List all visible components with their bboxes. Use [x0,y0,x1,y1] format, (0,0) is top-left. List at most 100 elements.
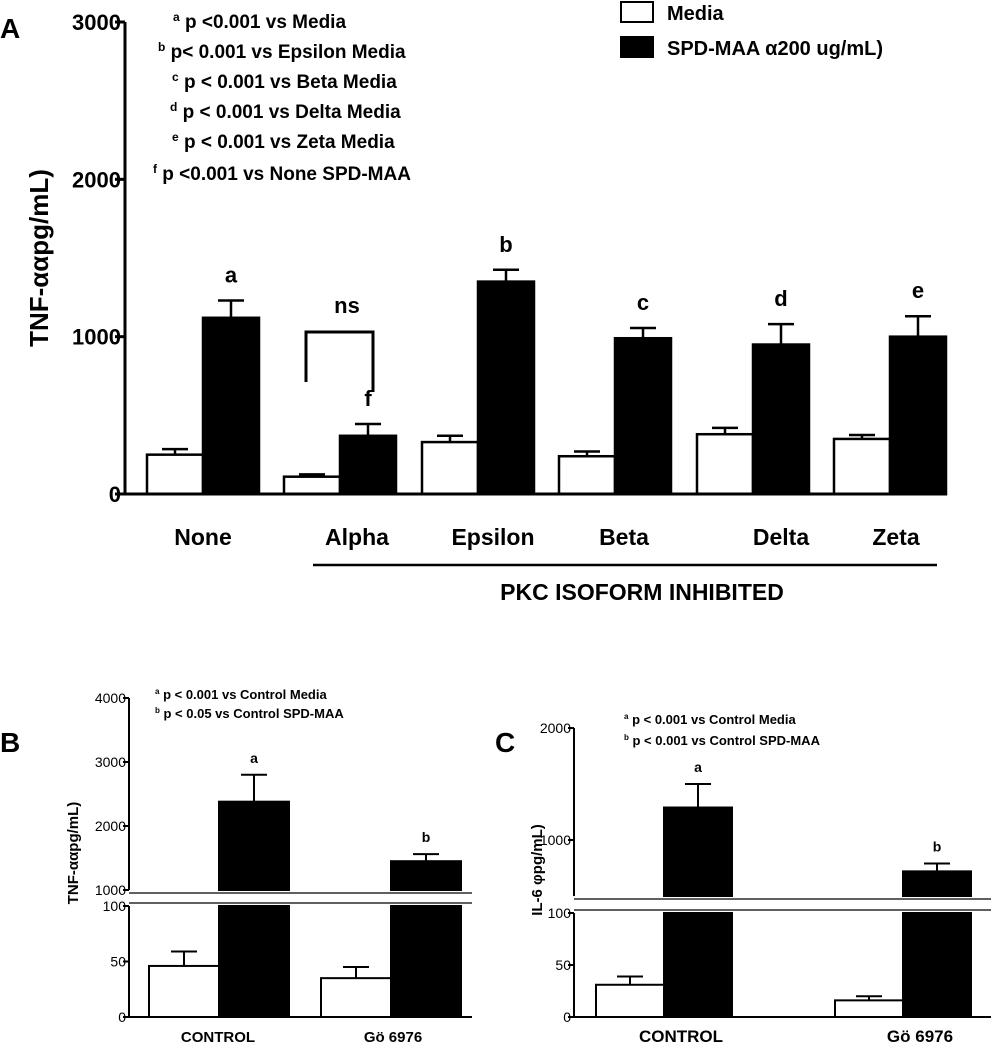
panel-b-letter: B [0,727,20,758]
bar-significance-label: b [422,829,431,845]
bar-spd-maa-alpha [338,434,398,496]
panel-c-axes: CONTROL Gö 6976 0 50 100 1000 2000 [540,720,991,1046]
panel-a-footnote-f: f p <0.001 vs None SPD-MAA [153,162,411,185]
x-tick-label-control: CONTROL [639,1027,723,1046]
panel-c-y-axis-label: IL-6 φpg/mL) [529,824,546,916]
footnote-text: p < 0.001 vs Zeta Media [179,132,395,153]
footnote-sup: b [155,706,160,715]
footnote-text: p < 0.001 vs Control Media [159,687,327,702]
panel-a-footnote-a: a p <0.001 vs Media [173,10,346,33]
bar-significance-label: a [225,262,238,287]
y-tick-label-1000: 1000 [540,832,571,848]
panel-a-axes: None Alpha Epsilon Beta Delta Zeta 0 1000 2000 30… [72,10,947,550]
y-tick-label-50: 50 [110,954,126,970]
panel-a-footnotes: a p <0.001 vs Media b p< 0.001 vs Epsilo… [153,10,411,185]
bar-significance-label: b [499,232,512,257]
panel-b: B TNF-ααpg/mL) a p < 0.001 vs Control Me… [0,687,472,1046]
pkc-group-label: PKC ISOFORM INHIBITED [500,579,784,605]
bar-media-none [145,453,205,496]
panel-c-letter: C [495,727,515,758]
y-tick-label-1000: 1000 [72,325,121,350]
bar-media-delta [695,432,755,496]
x-tick-label-go6976: Gö 6976 [887,1027,953,1046]
panel-c-footnote-b: b p < 0.001 vs Control SPD-MAA [624,733,821,748]
bar-significance-label: f [364,386,372,411]
bar-media-beta [557,454,617,496]
bar-media-control [148,964,220,1019]
footnote-sup: a [624,712,629,721]
y-tick-label-0: 0 [118,1009,126,1025]
bar-spd-maa-go6976-lower-segment [902,912,972,1018]
y-tick-label-2000: 2000 [95,818,126,834]
x-tick-label-control: CONTROL [181,1029,255,1046]
bar-significance-label: e [912,278,924,303]
y-tick-label-50: 50 [555,957,571,973]
panel-c-marks: ab [595,759,972,1019]
x-tick-label-alpha: Alpha [325,524,389,550]
y-tick-label-100: 100 [103,898,127,914]
footnote-sup: f [153,162,158,176]
x-tick-label-zeta: Zeta [872,524,920,550]
panel-a-footnote-e: e p < 0.001 vs Zeta Media [172,130,395,153]
bar-significance-label: b [933,839,942,855]
footnote-sup: b [624,733,629,742]
panel-a-marks: a f b c d e [145,232,948,496]
panel-a-y-axis-label: TNF-ααpg/mL) [24,169,54,347]
bar-significance-label: c [637,290,649,315]
panel-a-footnote-b: b p< 0.001 vs Epsilon Media [158,40,406,63]
bar-media-epsilon [420,440,480,496]
x-tick-label-beta: Beta [599,524,649,550]
footnote-text: p < 0.001 vs Control SPD-MAA [629,733,821,748]
footnote-sup: d [170,100,177,114]
panel-a-footnote-d: d p < 0.001 vs Delta Media [170,100,401,123]
footnote-text: p < 0.001 vs Control Media [628,712,796,727]
panel-c: C IL-6 φpg/mL) a p < 0.001 vs Control Me… [495,712,991,1046]
bar-spd-maa-control-lower-segment [218,905,290,1018]
bar-spd-maa-zeta [888,335,948,496]
panel-a-legend: Media SPD-MAA α200 ug/mL) [620,1,883,60]
panel-c-footnote-a: a p < 0.001 vs Control Media [624,712,796,727]
y-tick-label-4000: 4000 [95,690,126,706]
bar-significance-label: a [250,750,258,766]
bar-spd-maa-none [201,316,261,496]
footnote-text: p< 0.001 vs Epsilon Media [165,42,406,63]
bar-media-go6976 [834,999,904,1018]
bar-significance-label: d [774,286,787,311]
bar-media-zeta [832,437,892,496]
y-tick-label-1000: 1000 [95,882,126,898]
footnote-sup: b [158,40,165,54]
ns-label: ns [334,293,360,318]
bar-spd-maa-go6976-lower-segment [390,905,462,1018]
bar-spd-maa-control-upper-segment [663,806,733,898]
bar-media-go6976 [320,977,392,1019]
footnote-sup: a [155,687,160,696]
footnote-text: p <0.001 vs None SPD-MAA [157,164,411,185]
panel-a-ns-bracket: ns [304,293,375,392]
bar-significance-label: a [694,759,702,775]
panel-a: A TNF-ααpg/mL) a p <0.001 vs Media b p< … [0,1,948,605]
legend-media-swatch [620,1,654,23]
bar-spd-maa-epsilon [476,280,536,496]
legend-spd-maa-swatch [620,36,654,58]
bar-spd-maa-beta [613,336,673,496]
y-tick-label-2000: 2000 [72,167,121,192]
x-tick-label-epsilon: Epsilon [451,524,534,550]
x-tick-label-go6976: Gö 6976 [364,1029,422,1046]
panel-b-marks: ab [148,750,462,1019]
bar-spd-maa-go6976-upper-segment [902,870,972,897]
y-tick-label-100: 100 [548,905,572,921]
panel-a-footnote-c: c p < 0.001 vs Beta Media [172,70,397,93]
x-tick-label-delta: Delta [753,524,809,550]
y-tick-label-2000: 2000 [540,720,571,736]
footnote-text: p < 0.05 vs Control SPD-MAA [160,706,344,721]
footnote-text: p <0.001 vs Media [180,12,347,33]
ns-bracket-line [304,330,375,392]
legend-spd-maa-label: SPD-MAA α200 ug/mL) [667,38,883,60]
y-tick-label-0: 0 [563,1009,571,1025]
panel-b-y-axis-label: TNF-ααpg/mL) [65,802,82,905]
footnote-sup: a [173,10,180,24]
y-tick-label-3000: 3000 [72,10,121,35]
bar-spd-maa-control-lower-segment [663,912,733,1018]
